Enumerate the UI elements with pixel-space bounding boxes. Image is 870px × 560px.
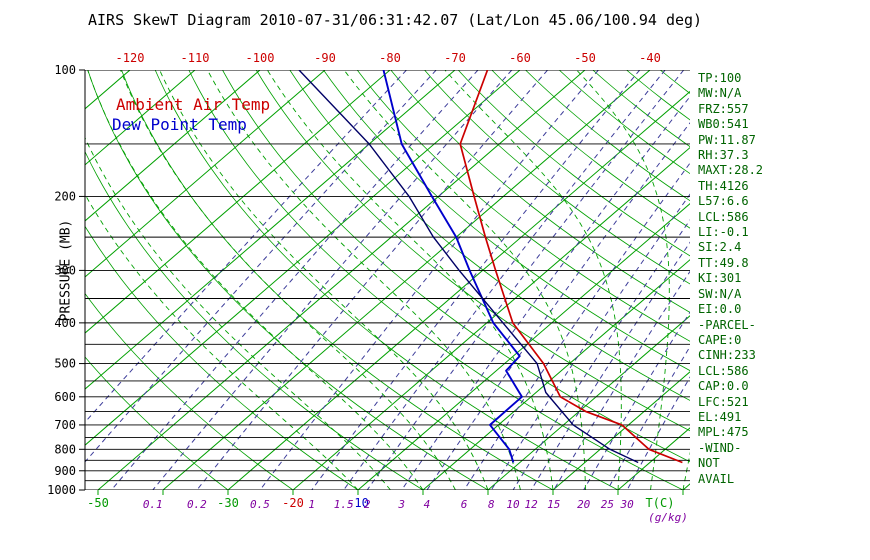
stat-line: LFC:521 — [698, 394, 749, 409]
legend-dew-point-temp: Dew Point Temp — [112, 115, 247, 134]
pressure-tick-label: 300 — [54, 263, 76, 277]
stat-line: CAP:0.0 — [698, 379, 749, 394]
stat-line: -PARCEL- — [698, 317, 756, 332]
series-parcel-trace — [298, 70, 639, 464]
legend-ambient-air-temp: Ambient Air Temp — [116, 95, 271, 114]
stat-line: WB0:541 — [698, 117, 749, 132]
pressure-lines — [85, 70, 690, 490]
stat-line: LCL:586 — [698, 209, 749, 224]
mixing-ratio-label: 15 — [547, 498, 560, 511]
mixing-ratio-label: 1 — [308, 498, 315, 511]
mixing-ratio-label: 25 — [601, 498, 614, 511]
stat-line: NOT — [698, 456, 720, 471]
top-axis-temp-label: -80 — [379, 51, 401, 65]
temp-unit-label: T(C) — [646, 496, 675, 510]
bottom-axis-temp-label: -50 — [87, 496, 109, 510]
stat-line: FRZ:557 — [698, 101, 749, 116]
stat-line: MW:N/A — [698, 86, 742, 101]
stat-line: KI:301 — [698, 271, 742, 286]
stats-panel: TP:100 MW:N/A FRZ:557 WB0:541 PW:11.87 RH:37.… — [698, 71, 763, 487]
mixing-ratio-label: 20 — [577, 498, 591, 511]
mixing-ratio-label: 30 — [620, 498, 635, 511]
stat-line: CINH:233 — [698, 348, 756, 363]
pressure-tick-label: 200 — [54, 189, 76, 203]
plot-area — [85, 70, 690, 490]
mixing-ratio-label: 4 — [424, 498, 431, 511]
stat-line: EI:0.0 — [698, 302, 742, 317]
top-axis-temp-label: -110 — [181, 51, 210, 65]
mixing-ratio-label: 12 — [525, 498, 539, 511]
mixing-ratio-label: 0.2 — [187, 498, 207, 511]
stat-line: CAPE:0 — [698, 332, 742, 347]
mixing-ratio-label: 2 — [364, 498, 371, 511]
pressure-tick-label: 1000 — [47, 483, 76, 497]
top-axis-temp-label: -40 — [639, 51, 661, 65]
stat-line: TP:100 — [698, 71, 742, 85]
stat-line: TH:4126 — [698, 178, 749, 193]
mixing-ratio-label: 1.5 — [334, 498, 354, 511]
stat-line: SI:2.4 — [698, 240, 742, 255]
top-axis-temp-label: -60 — [509, 51, 531, 65]
pressure-tick-label: 500 — [54, 357, 76, 371]
mixing-ratio-label: 8 — [488, 498, 495, 511]
stat-line: -WIND- — [698, 440, 742, 455]
pressure-axis-label: PRESSURE (MB) — [58, 219, 74, 322]
chart-title: AIRS SkewT Diagram 2010-07-31/06:31:42.0… — [88, 11, 703, 29]
pressure-tick-label: 600 — [54, 390, 76, 404]
mixing-unit-label: (g/kg) — [648, 511, 688, 524]
bottom-axis-temp-label: -20 — [282, 496, 304, 510]
pressure-tick-label: 700 — [54, 418, 76, 432]
top-axis-temp-label: -50 — [574, 51, 596, 65]
top-axis-temp-label: -70 — [444, 51, 466, 65]
stat-line: LI:-0.1 — [698, 225, 749, 240]
top-axis-temp-label: -120 — [116, 51, 145, 65]
series-dew-point-temp — [382, 70, 523, 463]
pressure-tick-label: 900 — [54, 464, 76, 478]
bottom-axis-temp-label: -30 — [217, 496, 239, 510]
series-ambient-air-temp — [459, 70, 683, 464]
mixing-ratio-label: 10 — [506, 498, 520, 511]
stat-line: LCL:586 — [698, 363, 749, 378]
pressure-tick-label: 400 — [54, 316, 76, 330]
pressure-tick-label: 800 — [54, 442, 76, 456]
mixing-ratio-label: 0.1 — [143, 498, 163, 511]
stat-line: PW:11.87 — [698, 132, 756, 147]
stat-line: MPL:475 — [698, 425, 749, 440]
mixing-ratio-label: 6 — [461, 498, 468, 511]
stat-line: TT:49.8 — [698, 255, 749, 270]
top-axis-temp-label: -90 — [314, 51, 336, 65]
pressure-tick-label: 100 — [54, 63, 76, 77]
axis-labels: 100 200 300 400 500 600 700 800 900 1000 -120 -110 -… — [47, 51, 688, 524]
top-axis-temp-label: -100 — [246, 51, 275, 65]
stat-line: SW:N/A — [698, 286, 742, 301]
stat-line: L57:6.6 — [698, 194, 749, 209]
stat-line: MAXT:28.2 — [698, 163, 764, 178]
bottom-axis-temp-label: -10 — [347, 496, 369, 510]
mixing-ratio-label: 3 — [397, 498, 405, 511]
mixing-ratio-label: 0.5 — [250, 498, 270, 511]
stat-line: RH:37.3 — [698, 148, 749, 163]
stat-line: AVAIL — [698, 471, 735, 486]
stat-line: EL:491 — [698, 409, 742, 424]
